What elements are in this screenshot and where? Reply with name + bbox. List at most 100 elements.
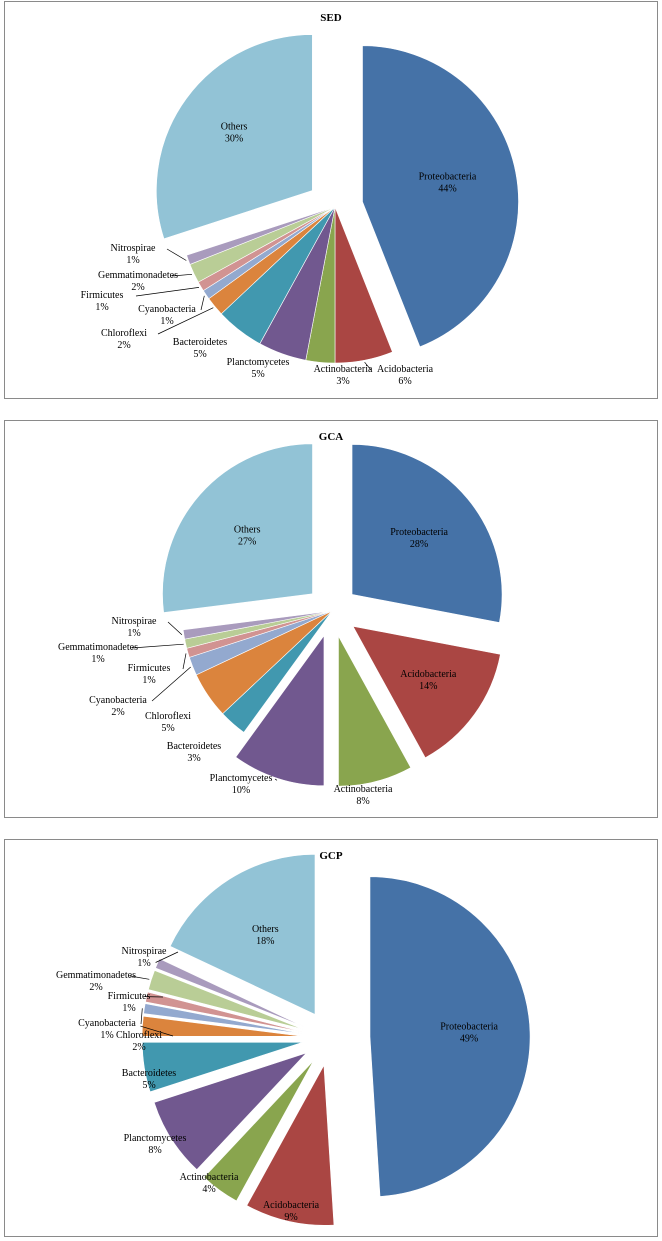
pie-slice-acidobacteria	[352, 625, 501, 759]
slice-label-gemmatimonadetes: Gemmatimonadetes	[56, 970, 136, 981]
slice-label-others: Others	[252, 924, 279, 935]
pie-slice-gemmatimonadetes	[148, 970, 304, 1030]
slice-value-others: 30%	[225, 134, 243, 145]
slice-label-planctomycetes: Planctomycetes	[227, 357, 290, 368]
pie-slice-actinobacteria	[203, 1060, 314, 1202]
pie-slice-proteobacteria	[351, 444, 503, 623]
slice-value-nitrospirae: 1%	[126, 255, 139, 266]
slice-value-nitrospirae: 1%	[137, 958, 150, 969]
leader-line-nitrospirae	[167, 621, 183, 636]
slice-value-gemmatimonadetes: 2%	[131, 282, 144, 293]
slice-label-firmicutes: Firmicutes	[128, 663, 171, 674]
slice-value-cyanobacteria: 2%	[111, 707, 124, 718]
slice-value-firmicutes: 1%	[95, 302, 108, 313]
slice-label-nitrospirae: Nitrospirae	[111, 243, 157, 254]
leader-line-nitrospirae	[166, 248, 187, 261]
slice-label-bacteroidetes: Bacteroidetes	[167, 741, 222, 752]
slice-value-gemmatimonadetes: 1%	[91, 654, 104, 665]
slice-value-bacteroidetes: 5%	[142, 1080, 155, 1091]
slice-value-actinobacteria: 8%	[356, 796, 369, 807]
slice-value-actinobacteria: 3%	[336, 376, 349, 387]
slice-label-chloroflexi: Chloroflexi	[145, 711, 191, 722]
leader-line-gemmatimonadetes	[131, 643, 184, 649]
slice-value-proteobacteria: 49%	[460, 1034, 478, 1045]
chart-title: GCP	[319, 850, 343, 862]
leader-line-planctomycetes	[274, 778, 278, 781]
pie-slice-chloroflexi	[141, 1015, 303, 1037]
slice-label-nitrospirae: Nitrospirae	[122, 946, 168, 957]
leader-line-firmicutes	[135, 287, 200, 297]
slice-value-acidobacteria: 6%	[398, 376, 411, 387]
pie-slice-planctomycetes	[235, 634, 325, 787]
leader-line-gemmatimonadetes	[129, 975, 150, 980]
slice-label-cyanobacteria: Cyanobacteria	[138, 304, 196, 315]
slice-value-cyanobacteria: 1%	[100, 1030, 113, 1041]
slice-value-firmicutes: 1%	[122, 1003, 135, 1014]
slice-value-firmicutes: 1%	[142, 675, 155, 686]
pie-slice-planctomycetes	[153, 1052, 307, 1171]
leader-line-chloroflexi	[157, 307, 214, 335]
slice-label-proteobacteria: Proteobacteria	[390, 527, 448, 538]
slice-value-nitrospirae: 1%	[127, 628, 140, 639]
slice-label-cyanobacteria: Cyanobacteria	[78, 1018, 136, 1029]
pie-slice-acidobacteria	[246, 1064, 335, 1226]
leader-line-firmicutes	[182, 653, 187, 670]
pie-slice-others	[169, 854, 316, 1015]
leader-line-cyanobacteria	[151, 666, 191, 702]
pie-chart-gca: GCA Proteobacteria 28% Acidobacteria 14% Act…	[4, 420, 658, 818]
slice-label-acidobacteria: Acidobacteria	[377, 364, 434, 375]
slice-value-cyanobacteria: 1%	[160, 316, 173, 327]
pie-slice-others	[162, 443, 313, 613]
pie-slice-nitrospirae	[155, 958, 305, 1028]
slice-label-planctomycetes: Planctomycetes	[210, 773, 273, 784]
pie-chart-sed: SED Proteobacteria 44% Acidobacteria 6% Acti…	[4, 1, 658, 399]
slice-value-planctomycetes: 10%	[232, 785, 250, 796]
leader-line-cyanobacteria	[140, 1008, 143, 1025]
slice-label-chloroflexi: Chloroflexi	[116, 1030, 162, 1041]
pie-slice-others	[156, 34, 313, 240]
pie-slice-cyanobacteria	[143, 1003, 303, 1034]
slice-value-planctomycetes: 5%	[251, 369, 264, 380]
slice-value-acidobacteria: 14%	[419, 681, 437, 692]
slice-value-others: 18%	[256, 936, 274, 947]
slice-label-actinobacteria: Actinobacteria	[180, 1172, 239, 1183]
leader-line-chloroflexi	[140, 1025, 174, 1037]
slice-value-actinobacteria: 4%	[202, 1184, 215, 1195]
pie-slice-nitrospirae	[186, 206, 336, 265]
slice-value-planctomycetes: 8%	[148, 1145, 161, 1156]
slice-label-proteobacteria: Proteobacteria	[419, 172, 477, 183]
pie-slice-nitrospirae	[182, 610, 333, 640]
slice-value-others: 27%	[238, 536, 256, 547]
pie-slice-actinobacteria	[338, 636, 412, 787]
slice-value-bacteroidetes: 3%	[187, 753, 200, 764]
slice-label-bacteroidetes: Bacteroidetes	[173, 337, 228, 348]
leader-line-nitrospirae	[155, 951, 179, 963]
slice-label-nitrospirae: Nitrospirae	[112, 616, 158, 627]
slice-label-acidobacteria: Acidobacteria	[263, 1200, 320, 1211]
slice-label-gemmatimonadetes: Gemmatimonadetes	[98, 270, 178, 281]
slice-label-proteobacteria: Proteobacteria	[440, 1022, 498, 1033]
slice-label-firmicutes: Firmicutes	[81, 290, 124, 301]
leader-line-gemmatimonadetes	[171, 273, 193, 277]
slice-value-bacteroidetes: 5%	[193, 349, 206, 360]
slice-label-planctomycetes: Planctomycetes	[124, 1133, 187, 1144]
pie-slice-bacteroidetes	[142, 1042, 303, 1093]
slice-label-others: Others	[234, 524, 261, 535]
slice-value-proteobacteria: 44%	[438, 184, 456, 195]
slice-value-acidobacteria: 9%	[284, 1212, 297, 1223]
slice-label-bacteroidetes: Bacteroidetes	[122, 1068, 177, 1079]
chart-title: SED	[320, 12, 342, 24]
slice-label-acidobacteria: Acidobacteria	[400, 669, 457, 680]
slice-label-firmicutes: Firmicutes	[108, 991, 151, 1002]
leader-line-acidobacteria	[364, 361, 372, 371]
slice-value-gemmatimonadetes: 2%	[89, 982, 102, 993]
leader-line-cyanobacteria	[200, 295, 205, 311]
slice-value-chloroflexi: 5%	[161, 723, 174, 734]
slice-value-proteobacteria: 28%	[410, 539, 428, 550]
pie-chart-gcp: GCP Proteobacteria 49% Acidobacteria 9% Acti…	[4, 839, 658, 1237]
slice-label-gemmatimonadetes: Gemmatimonadetes	[58, 642, 138, 653]
slice-label-actinobacteria: Actinobacteria	[334, 784, 393, 795]
